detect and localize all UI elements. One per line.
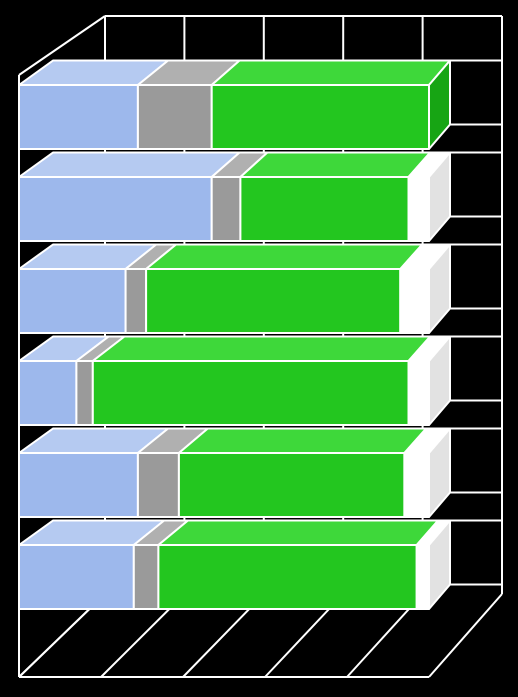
bar-row <box>19 521 450 609</box>
bar-row <box>19 153 450 241</box>
stacked-bar-3d-chart <box>0 0 518 697</box>
bar-row <box>19 245 450 333</box>
bar-row <box>19 61 450 149</box>
bar-row <box>19 337 450 425</box>
bar-row <box>19 429 450 517</box>
